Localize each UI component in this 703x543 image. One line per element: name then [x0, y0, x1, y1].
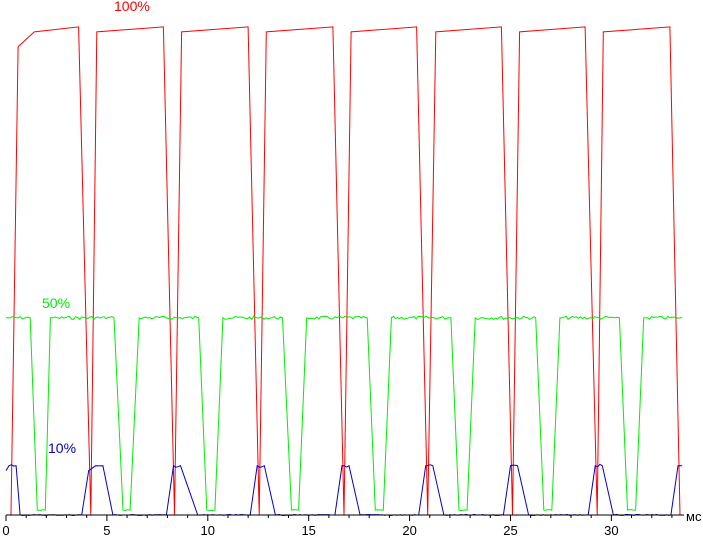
series-line-100-percent	[6, 26, 681, 516]
series-label-100-percent: 100%	[114, 0, 150, 14]
series-layer	[5, 26, 682, 517]
x-tick-label: 15	[301, 523, 315, 538]
x-tick-label: 5	[103, 523, 110, 538]
x-tick-label: 25	[503, 523, 517, 538]
x-tick-label: 20	[402, 523, 416, 538]
series-line-50-percent	[6, 315, 682, 512]
series-label-10-percent: 10%	[48, 440, 76, 456]
x-axis-label: мс	[686, 509, 702, 524]
series-label-50-percent: 50%	[42, 295, 70, 311]
x-tick-label: 10	[201, 523, 215, 538]
series-labels: 100% 50% 10%	[42, 0, 150, 456]
x-tick-label: 0	[2, 523, 9, 538]
x-ticks: 0 5 10 15 20 25 30	[2, 515, 673, 538]
x-tick-label: 30	[604, 523, 618, 538]
